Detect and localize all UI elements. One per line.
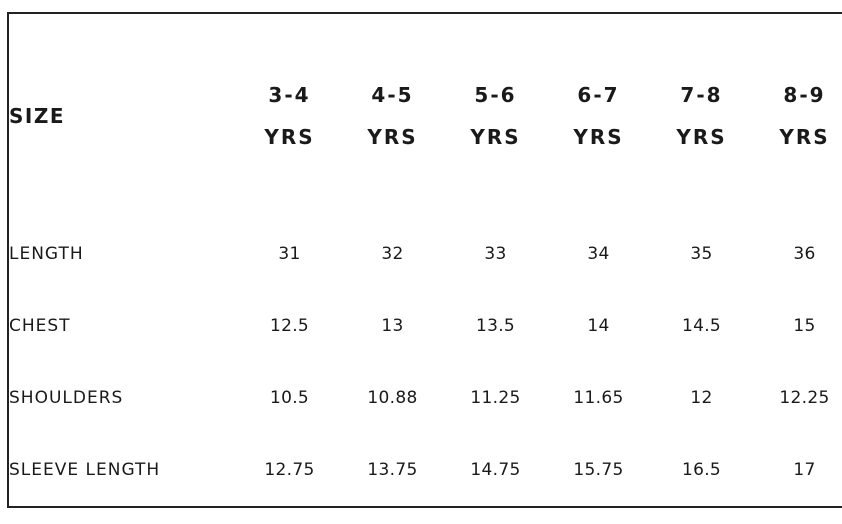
table-row: CHEST 12.5 13 13.5 14 14.5 15 (9, 290, 842, 362)
size-unit: YRS (470, 125, 521, 149)
size-range: 7-8 (680, 83, 723, 107)
size-heading: 3-4 YRS (238, 14, 341, 218)
size-range: 8-9 (783, 83, 826, 107)
table-cell: 11.25 (470, 388, 521, 408)
table-cell: 12.25 (779, 388, 830, 408)
table-cell: 14.75 (470, 460, 521, 480)
table-cell: 14 (587, 316, 610, 336)
table-cell: 14.5 (681, 316, 722, 336)
table-cell: 17 (793, 460, 816, 480)
row-label: SLEEVE LENGTH (9, 460, 161, 480)
size-header-row: SIZE 3-4 YRS 4-5 YRS 5-6 YRS 6-7 YRS (9, 14, 842, 218)
row-label: SHOULDERS (9, 388, 124, 408)
table-cell: 10.88 (367, 388, 418, 408)
table-cell: 15 (793, 316, 816, 336)
size-heading: 7-8 YRS (650, 14, 753, 218)
table-cell: 36 (793, 244, 816, 264)
table-cell: 15.75 (573, 460, 624, 480)
size-range: 5-6 (474, 83, 517, 107)
table-cell: 16.5 (681, 460, 722, 480)
table-cell: 13.5 (475, 316, 516, 336)
table-cell: 12.75 (264, 460, 315, 480)
table-cell: 34 (587, 244, 610, 264)
table-cell: 12.5 (269, 316, 310, 336)
size-range: 3-4 (268, 83, 311, 107)
row-label: LENGTH (9, 244, 84, 264)
size-unit: YRS (264, 125, 315, 149)
table-cell: 35 (690, 244, 713, 264)
size-heading: 5-6 YRS (444, 14, 547, 218)
size-heading: 8-9 YRS (753, 14, 842, 218)
table-cell: 10.5 (269, 388, 310, 408)
table-row: LENGTH 31 32 33 34 35 36 (9, 218, 842, 290)
size-heading: 6-7 YRS (547, 14, 650, 218)
table-row: SHOULDERS 10.5 10.88 11.25 11.65 12 12.2… (9, 362, 842, 434)
size-unit: YRS (573, 125, 624, 149)
table-cell: 11.65 (573, 388, 624, 408)
table-row: SLEEVE LENGTH 12.75 13.75 14.75 15.75 16… (9, 434, 842, 506)
size-range: 4-5 (371, 83, 414, 107)
table-cell: 33 (484, 244, 507, 264)
table-cell: 13 (381, 316, 404, 336)
size-unit: YRS (779, 125, 830, 149)
table-cell: 31 (278, 244, 301, 264)
size-column-heading: SIZE (9, 104, 66, 128)
table-cell: 32 (381, 244, 404, 264)
table-cell: 13.75 (367, 460, 418, 480)
size-chart-frame: SIZE 3-4 YRS 4-5 YRS 5-6 YRS 6-7 YRS (7, 12, 842, 508)
size-heading: 4-5 YRS (341, 14, 444, 218)
row-label: CHEST (9, 316, 71, 336)
size-range: 6-7 (577, 83, 620, 107)
table-cell: 12 (690, 388, 713, 408)
size-unit: YRS (676, 125, 727, 149)
size-chart-table: SIZE 3-4 YRS 4-5 YRS 5-6 YRS 6-7 YRS (9, 14, 842, 506)
size-unit: YRS (367, 125, 418, 149)
